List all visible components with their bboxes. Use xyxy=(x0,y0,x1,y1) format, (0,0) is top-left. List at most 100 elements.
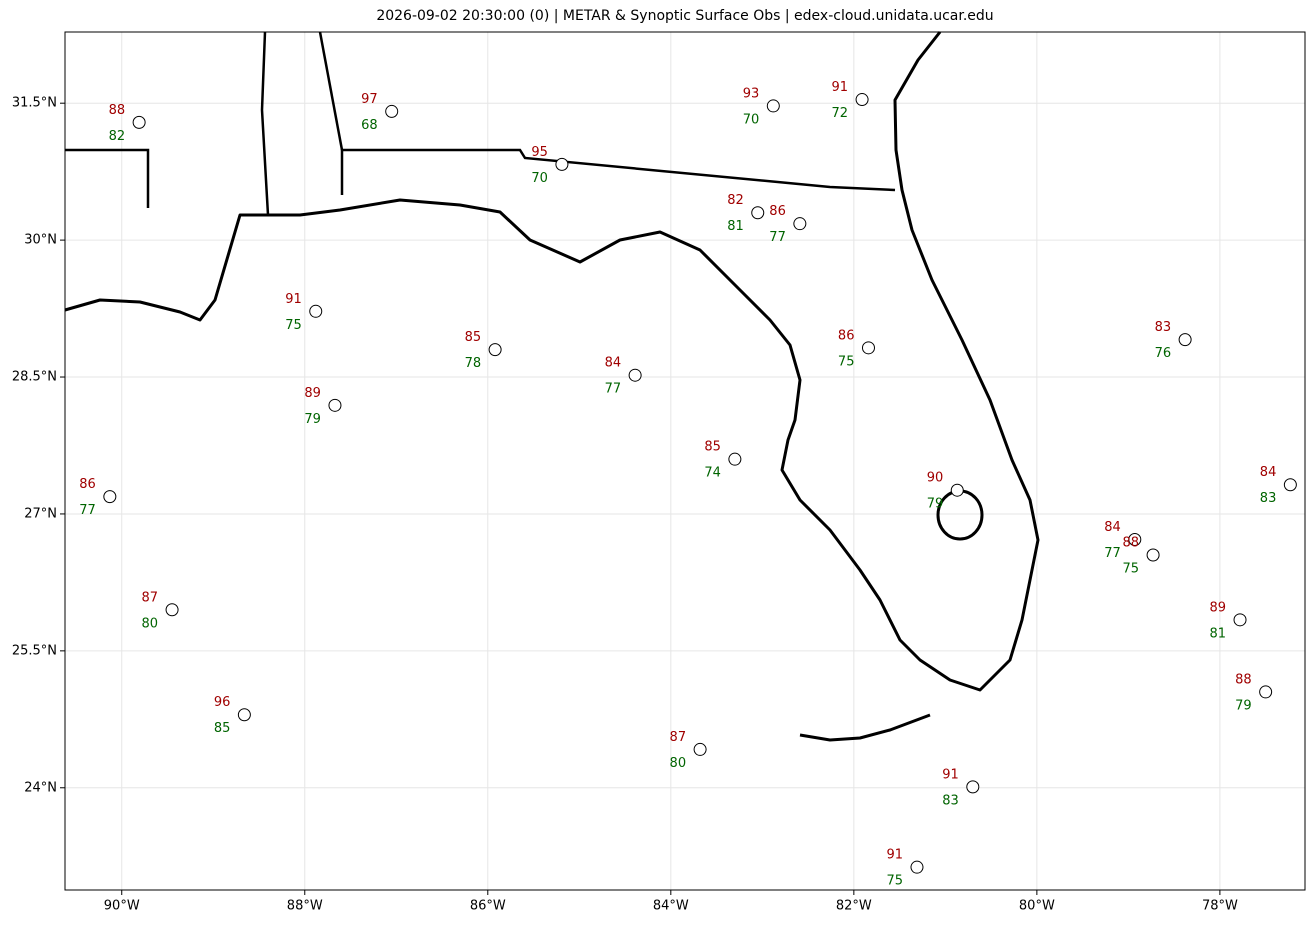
dewpoint: 83 xyxy=(942,793,959,808)
station-marker xyxy=(1283,478,1297,492)
grid xyxy=(65,32,1305,890)
station-marker xyxy=(555,157,569,171)
station-marker xyxy=(1233,613,1247,627)
station-marker xyxy=(861,341,875,355)
x-tick-label: 88°W xyxy=(287,899,323,914)
temperature: 97 xyxy=(361,92,378,107)
station-marker xyxy=(751,206,765,220)
temperature: 96 xyxy=(214,695,231,710)
temperature: 91 xyxy=(832,80,849,95)
lake-okeechobee xyxy=(936,489,984,541)
state-border xyxy=(260,31,270,216)
dewpoint: 75 xyxy=(886,874,903,889)
dewpoint: 83 xyxy=(1260,491,1277,506)
dewpoint: 79 xyxy=(927,497,944,512)
temperature: 88 xyxy=(1235,672,1252,687)
dewpoint: 77 xyxy=(1104,546,1121,561)
temperature: 95 xyxy=(531,145,548,160)
dewpoint: 70 xyxy=(531,171,548,186)
temperature: 88 xyxy=(109,103,126,118)
dewpoint: 81 xyxy=(727,219,744,234)
dewpoint: 74 xyxy=(704,466,721,481)
frame xyxy=(64,31,1306,891)
dewpoint: 80 xyxy=(670,756,687,771)
state-border xyxy=(340,148,896,195)
station-marker xyxy=(328,398,342,412)
temperature: 87 xyxy=(670,730,687,745)
state-border xyxy=(318,31,344,151)
station-marker xyxy=(103,490,117,504)
title: 2026-09-02 20:30:00 (0) | METAR & Synopt… xyxy=(376,8,993,24)
stations: 86 77 91 75 87 80 96 85 89 79 85 78 84 77 85 74 87 80 83 76… xyxy=(79,80,1297,889)
y-tick-label: 25.5°N xyxy=(12,643,57,658)
dewpoint: 79 xyxy=(304,412,321,427)
dewpoint: 75 xyxy=(838,354,855,369)
station-marker xyxy=(855,93,869,107)
y-tick-label: 27°N xyxy=(24,506,57,521)
station-marker xyxy=(1178,333,1192,347)
dewpoint: 77 xyxy=(79,503,96,518)
dewpoint: 75 xyxy=(1123,562,1140,577)
dewpoint: 82 xyxy=(109,129,126,144)
temperature: 86 xyxy=(838,328,855,343)
temperature: 82 xyxy=(727,193,744,208)
station-marker xyxy=(950,483,964,497)
temperature: 89 xyxy=(1209,600,1226,615)
temperature: 86 xyxy=(79,477,96,492)
dewpoint: 79 xyxy=(1235,698,1252,713)
x-tick-label: 80°W xyxy=(1019,899,1055,914)
station-marker xyxy=(237,708,251,722)
station-marker xyxy=(628,368,642,382)
dewpoint: 85 xyxy=(214,721,231,736)
temperature: 91 xyxy=(285,292,302,307)
dewpoint: 80 xyxy=(142,616,159,631)
dewpoint: 70 xyxy=(743,112,760,127)
x-tick-label: 78°W xyxy=(1202,899,1238,914)
station-marker xyxy=(910,860,924,874)
temperature: 87 xyxy=(142,590,159,605)
station-marker xyxy=(966,780,980,794)
temperature: 84 xyxy=(1104,520,1121,535)
station-marker xyxy=(728,452,742,466)
station-marker xyxy=(793,217,807,231)
station-marker xyxy=(488,343,502,357)
x-tick-label: 86°W xyxy=(470,899,506,914)
station-marker xyxy=(385,104,399,118)
temperature: 84 xyxy=(1260,465,1277,480)
dewpoint: 75 xyxy=(285,318,302,333)
dewpoint: 72 xyxy=(832,106,849,121)
y-tick-label: 31.5°N xyxy=(12,96,57,111)
station-marker xyxy=(165,603,179,617)
x-tick-label: 90°W xyxy=(104,899,140,914)
station-marker xyxy=(1259,685,1273,699)
temperature: 83 xyxy=(1155,320,1172,335)
dewpoint: 68 xyxy=(361,118,378,133)
temperature: 88 xyxy=(1123,536,1140,551)
dewpoint: 77 xyxy=(769,230,786,245)
keys xyxy=(799,713,931,742)
temperature: 85 xyxy=(465,330,482,345)
temperature: 93 xyxy=(743,86,760,101)
station-marker xyxy=(766,99,780,113)
temperature: 91 xyxy=(886,848,903,863)
temperature: 91 xyxy=(942,767,959,782)
temperature: 84 xyxy=(605,356,622,371)
temperature: 85 xyxy=(704,440,721,455)
dewpoint: 76 xyxy=(1155,346,1172,361)
y-tick-label: 24°N xyxy=(24,780,57,795)
geography xyxy=(64,31,1040,742)
station-marker xyxy=(1128,532,1142,546)
station-marker xyxy=(693,742,707,756)
x-tick-label: 82°W xyxy=(836,899,872,914)
temperature: 86 xyxy=(769,204,786,219)
dewpoint: 77 xyxy=(605,382,622,397)
dewpoint: 78 xyxy=(465,356,482,371)
coastline xyxy=(64,31,1040,692)
temperature: 90 xyxy=(927,471,944,486)
dewpoint: 81 xyxy=(1209,626,1226,641)
y-tick-label: 30°N xyxy=(24,233,57,248)
station-marker xyxy=(132,115,146,129)
x-tick-label: 84°W xyxy=(653,899,689,914)
state-border xyxy=(65,148,150,208)
